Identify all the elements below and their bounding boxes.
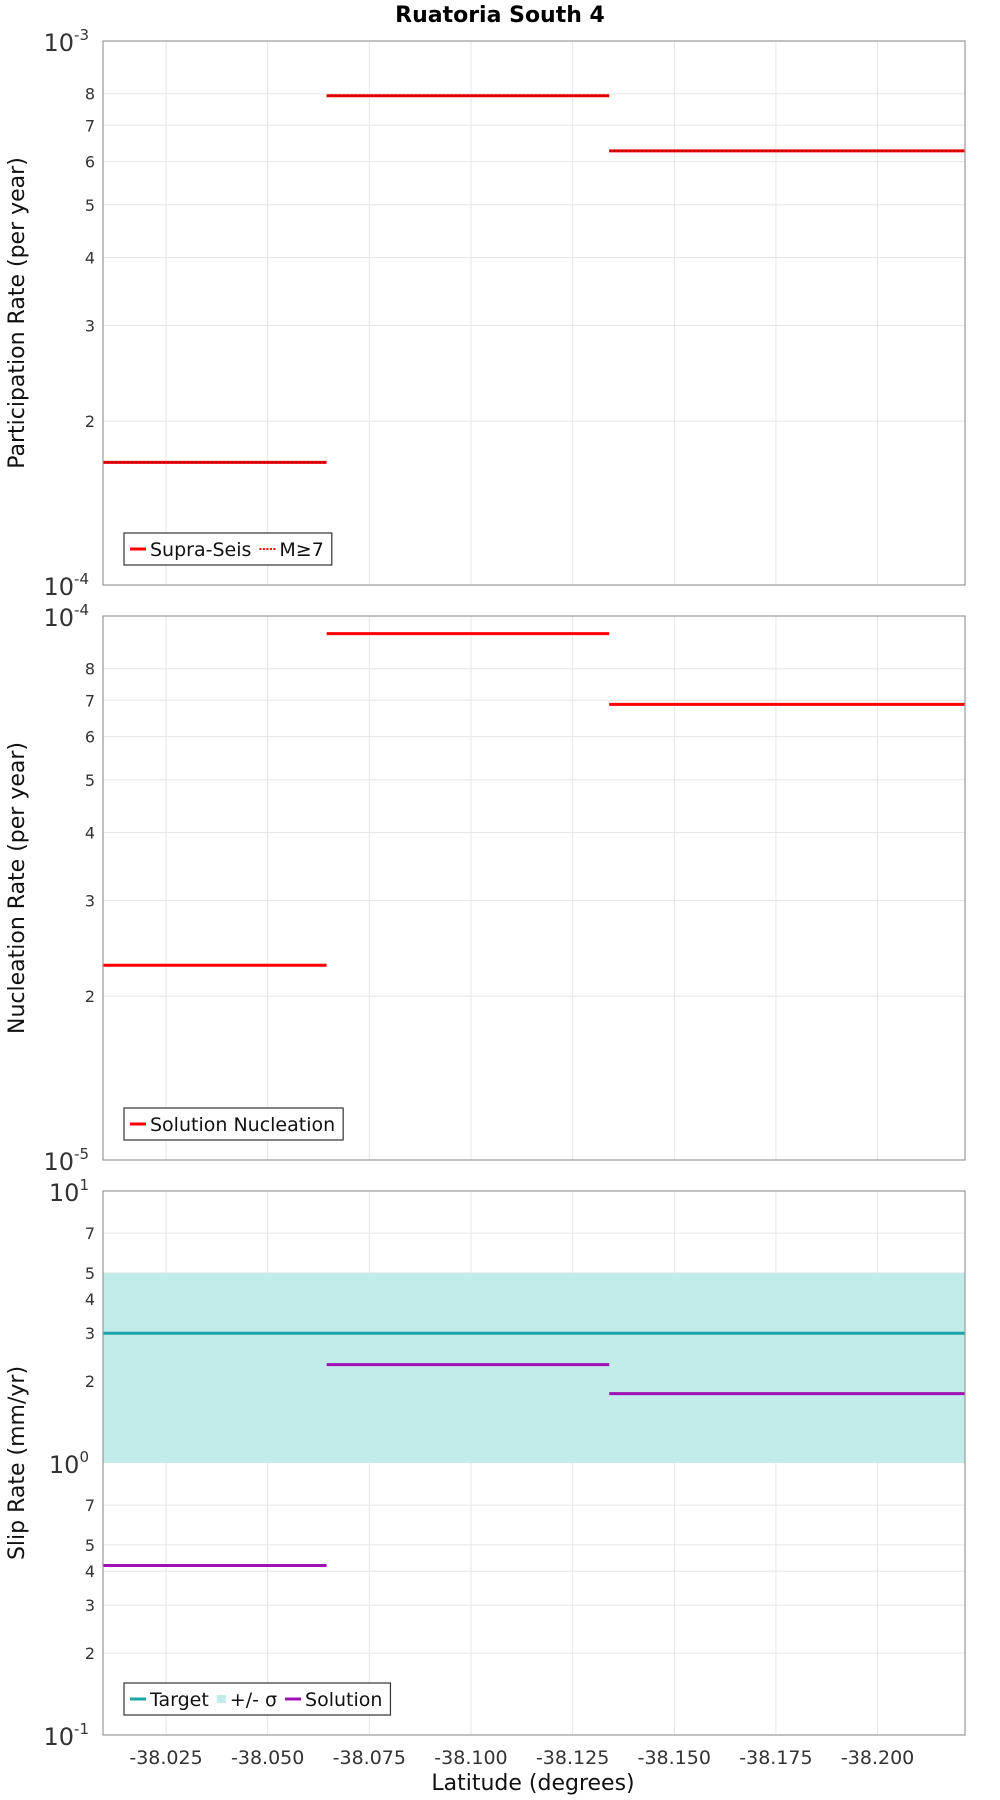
y-axis-label: Slip Rate (mm/yr)	[5, 1366, 30, 1560]
y-decade-label: 100	[49, 1448, 89, 1479]
y-tick-label: 2	[85, 1372, 95, 1391]
sigma-band	[103, 1272, 965, 1463]
legend-frame	[123, 532, 333, 566]
legend: Supra-Seis M≥7	[123, 532, 333, 566]
y-decade-exponent: -5	[74, 1145, 89, 1163]
y-decade-exponent: 0	[79, 1448, 89, 1466]
y-tick-label: 7	[85, 1224, 95, 1243]
y-tick-label: 4	[85, 1562, 95, 1581]
plot-frame	[102, 615, 966, 1161]
legend-frame	[123, 1682, 392, 1716]
y-tick-label: 2	[85, 1644, 95, 1663]
y-tick-label: 5	[85, 1264, 95, 1283]
y-tick-label: 5	[85, 771, 95, 790]
x-tick-label: -38.075	[333, 1747, 406, 1769]
chart-title: Ruatoria South 4	[395, 3, 605, 28]
x-tick-label: -38.025	[129, 1747, 202, 1769]
y-decade-base: 10	[49, 1179, 80, 1207]
y-tick-label: 8	[85, 85, 95, 104]
y-tick-label: 3	[85, 891, 95, 910]
y-tick-label: 3	[85, 316, 95, 335]
y-decade-base: 10	[43, 1148, 74, 1176]
y-axis-label: Nucleation Rate (per year)	[5, 742, 30, 1034]
y-decade-base: 10	[49, 1451, 80, 1479]
x-tick-label: -38.100	[434, 1747, 507, 1769]
y-tick-label: 5	[85, 1536, 95, 1555]
plot-frame	[102, 1190, 966, 1736]
legend-label: Supra-Seis	[150, 539, 251, 561]
x-tick-label: -38.125	[536, 1747, 609, 1769]
y-tick-label: 2	[85, 987, 95, 1006]
legend-label: Solution Nucleation	[150, 1114, 335, 1136]
y-tick-label: 4	[85, 248, 95, 267]
y-tick-label: 5	[85, 196, 95, 215]
legend-label: Solution	[305, 1689, 382, 1711]
y-decade-exponent: 1	[79, 1176, 89, 1194]
x-tick-label: -38.200	[841, 1747, 914, 1769]
legend-frame	[123, 1107, 344, 1141]
y-decade-exponent: -4	[74, 601, 89, 619]
y-tick-label: 7	[85, 116, 95, 135]
y-decade-label: 10-5	[43, 1145, 89, 1176]
y-decade-exponent: -1	[74, 1720, 89, 1738]
y-tick-label: 8	[85, 660, 95, 679]
y-decade-label: 10-3	[43, 26, 89, 57]
x-axis-label: Latitude (degrees)	[431, 1771, 634, 1796]
y-decade-label: 101	[49, 1176, 89, 1207]
y-tick-label: 3	[85, 1324, 95, 1343]
x-tick-label: -38.175	[739, 1747, 812, 1769]
y-decade-exponent: -4	[74, 570, 89, 588]
legend-swatch	[216, 1695, 226, 1703]
y-decade-base: 10	[43, 1723, 74, 1751]
y-decade-label: 10-4	[43, 570, 89, 601]
y-tick-label: 2	[85, 412, 95, 431]
y-tick-label: 6	[85, 153, 95, 172]
legend-label: Target	[149, 1689, 209, 1711]
y-decade-label: 10-4	[43, 601, 89, 632]
legend: Solution Nucleation	[123, 1107, 344, 1141]
x-tick-label: -38.050	[231, 1747, 304, 1769]
legend-label: +/- σ	[230, 1689, 277, 1711]
legend-label: M≥7	[279, 539, 323, 561]
y-tick-label: 3	[85, 1596, 95, 1615]
plot-frame	[102, 40, 966, 586]
legend: Target +/- σ Solution	[123, 1682, 392, 1716]
x-tick-label: -38.150	[638, 1747, 711, 1769]
y-tick-label: 7	[85, 1496, 95, 1515]
y-decade-base: 10	[43, 604, 74, 632]
y-decade-label: 10-1	[43, 1720, 89, 1751]
y-axis-label: Participation Rate (per year)	[5, 157, 30, 469]
y-decade-base: 10	[43, 573, 74, 601]
y-tick-label: 7	[85, 691, 95, 710]
y-tick-label: 6	[85, 728, 95, 747]
y-tick-label: 4	[85, 823, 95, 842]
y-decade-exponent: -3	[74, 26, 89, 44]
y-tick-label: 4	[85, 1290, 95, 1309]
y-decade-base: 10	[43, 29, 74, 57]
